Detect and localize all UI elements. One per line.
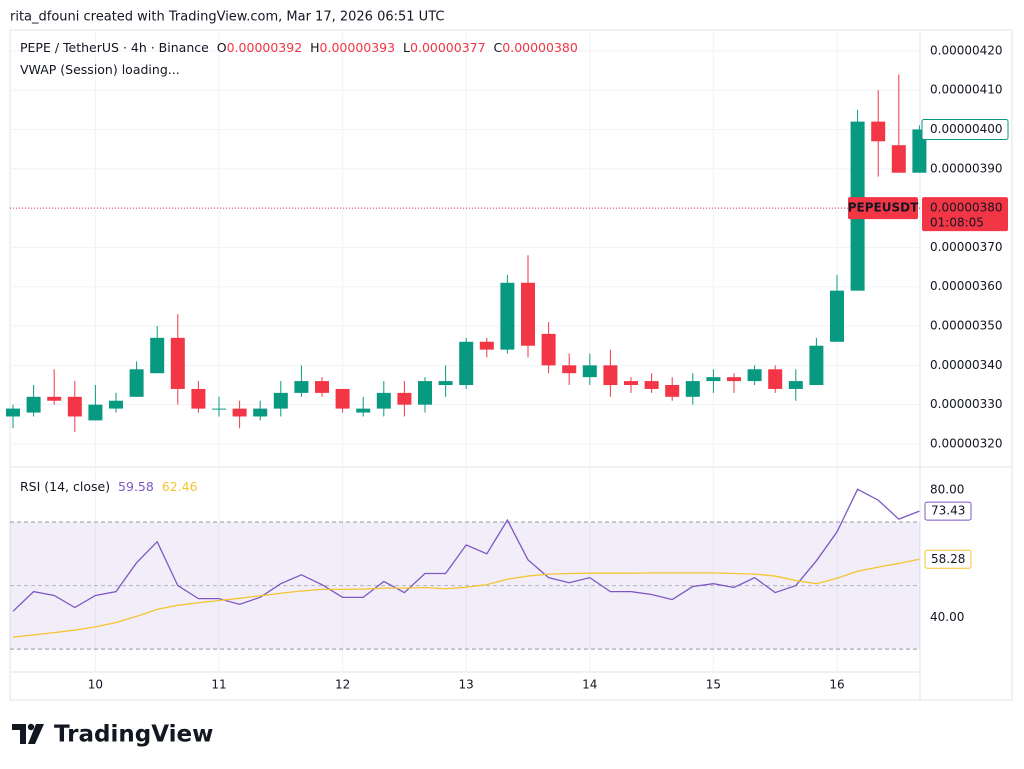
x-tick-label: 15 (706, 678, 721, 692)
candle-body (356, 408, 371, 413)
candle-body (809, 345, 824, 386)
candle-body (912, 129, 927, 173)
candle-body (294, 381, 309, 393)
candle-body (521, 282, 535, 346)
rsi-title: RSI (14, close) (20, 479, 111, 494)
candle-body (500, 282, 515, 350)
candle-body (191, 388, 206, 409)
candle-body (376, 392, 391, 409)
candle-body (830, 290, 844, 342)
price-line-box (922, 197, 1008, 232)
candle-body (109, 400, 123, 409)
candle-body (273, 392, 288, 409)
ohlc-value: 0.00000380 (502, 40, 578, 55)
candle-body (232, 408, 247, 417)
last-price-label: 0.00000400 (930, 122, 1003, 136)
candle-body (212, 408, 226, 410)
candle-body (582, 365, 597, 378)
symbol-tag (848, 197, 918, 220)
y-tick-label: 40.00 (930, 610, 964, 624)
y-tick-label: 0.00000320 (930, 436, 1003, 450)
x-tick-label: 13 (459, 678, 474, 692)
candle-body (768, 369, 783, 389)
price-line-label: 0.00000380 (930, 201, 1003, 215)
candle-body (644, 381, 659, 389)
y-tick-label: 0.00000370 (930, 240, 1003, 254)
candle-body (479, 341, 494, 350)
candle-body (891, 145, 906, 173)
rsi-legend-value: 62.46 (161, 479, 198, 494)
ohlc-value: 0.00000377 (410, 40, 486, 55)
candle-body (603, 365, 618, 386)
y-tick-label: 0.00000360 (930, 279, 1003, 293)
candle-body (788, 381, 803, 389)
candle-body (67, 396, 82, 417)
y-tick-label: 0.00000420 (930, 43, 1003, 57)
candle-body (624, 381, 638, 386)
x-tick-label: 14 (582, 678, 597, 692)
indicator-legend: VWAP (Session) loading... (20, 62, 180, 77)
symbol-title: PEPE / TetherUS · 4h · Binance (20, 40, 209, 55)
candle-body (459, 341, 474, 386)
candle-body (88, 404, 103, 421)
brand-name: TradingView (54, 722, 213, 748)
candle-body (397, 392, 412, 405)
candle-body (871, 121, 886, 142)
rsi-line (12, 558, 920, 638)
y-tick-label: 0.00000350 (930, 319, 1003, 333)
y-tick-label: 0.00000340 (930, 358, 1003, 372)
ohlc-label: O (216, 40, 227, 55)
ohlc-value: 0.00000393 (319, 40, 396, 55)
countdown-label: 01:08:05 (930, 216, 984, 230)
x-tick-label: 16 (829, 678, 844, 692)
candle-body (253, 408, 268, 417)
x-tick-label: 10 (88, 678, 103, 692)
candle-body (541, 333, 556, 366)
credit: rita_dfouni created with TradingView.com… (10, 10, 444, 25)
rsi-legend: RSI (14, close) 59.58 62.46 (20, 479, 198, 494)
candle-body (6, 408, 20, 417)
brand-logo (12, 723, 44, 744)
ohlc-label: C (493, 40, 503, 55)
y-tick-label: 0.00000390 (930, 161, 1003, 175)
candle-body (335, 388, 350, 409)
candle-body (170, 337, 185, 389)
candle-body (685, 381, 700, 397)
candle-body (129, 369, 144, 397)
candle-body (438, 381, 453, 386)
y-tick-label: 0.00000410 (930, 83, 1003, 97)
last-price-box (921, 118, 1009, 140)
candle-body (706, 377, 721, 382)
rsi-line (12, 488, 920, 612)
rsi-legend-value: 59.58 (118, 479, 154, 494)
candle-body (665, 385, 680, 397)
ohlc-label: L (403, 40, 411, 55)
symbol-tag-label: PEPEUSDT (848, 201, 919, 215)
candle-body (47, 396, 62, 401)
candle-body (150, 337, 165, 374)
ohlc-label: H (310, 40, 320, 55)
y-tick-label: 80.00 (930, 483, 964, 497)
last-value-label: 58.28 (931, 552, 965, 566)
x-tick-label: 11 (211, 678, 226, 692)
last-value-box (924, 549, 972, 569)
candle-body (747, 369, 762, 382)
candle-body (315, 381, 329, 393)
candle-body (418, 381, 432, 405)
candle-body (562, 365, 577, 374)
x-tick-label: 12 (335, 678, 350, 692)
candle-body (727, 377, 741, 382)
candle-body (26, 396, 41, 413)
last-value-label: 73.43 (931, 504, 965, 518)
y-tick-label: 0.00000330 (930, 397, 1003, 411)
last-value-box (924, 501, 972, 521)
symbol-legend: PEPE / TetherUS · 4h · Binance O0.000003… (20, 40, 578, 55)
ohlc-value: 0.00000392 (226, 40, 303, 55)
